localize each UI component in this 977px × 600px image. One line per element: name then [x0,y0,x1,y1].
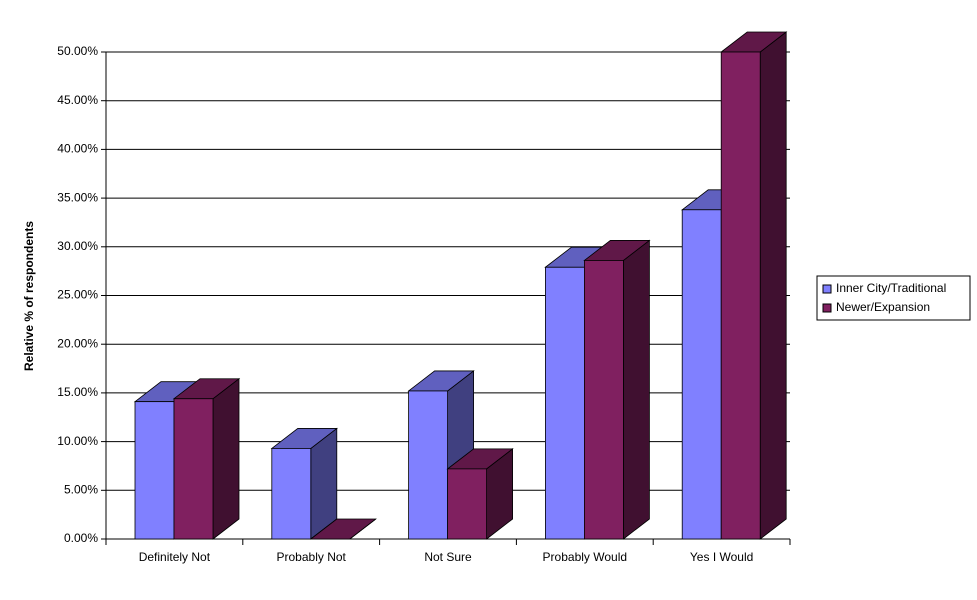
legend-swatch [822,284,832,294]
x-tick-label: Definitely Not [139,550,211,564]
legend-box [816,275,971,321]
bar-front [720,51,761,540]
bar-front [447,468,488,540]
y-tick-label: 30.00% [57,239,98,253]
y-tick-label: 0.00% [64,531,98,545]
bar-side [759,31,787,540]
x-tick-label: Probably Would [543,550,628,564]
y-tick-label: 45.00% [57,93,98,107]
legend-label: Newer/Expansion [836,300,930,314]
bar-top [309,518,377,540]
bar [720,31,788,540]
bar-front [545,266,585,540]
bar [583,239,651,540]
legend-label: Inner City/Traditional [836,281,946,295]
y-tick-label: 20.00% [57,336,98,350]
bar-front [584,260,624,540]
bar [309,518,377,540]
y-axis-title: Relative % of respondents [22,221,36,371]
bar-front [681,209,722,540]
x-tick-label: Yes I Would [690,550,753,564]
y-tick-label: 50.00% [57,44,98,58]
bar-front [173,398,214,540]
bar-side [623,239,650,540]
x-tick-label: Probably Not [277,550,347,564]
y-tick-label: 5.00% [64,482,98,496]
y-tick-label: 15.00% [57,385,98,399]
y-tick-label: 25.00% [57,288,98,302]
y-tick-label: 40.00% [57,142,98,156]
bar [172,377,241,540]
bar-side [212,377,240,540]
bar-front [271,448,312,540]
y-tick-label: 35.00% [57,190,98,204]
legend-swatch [822,303,832,313]
bar-front [408,390,449,540]
bar [270,427,338,540]
x-tick-label: Not Sure [424,550,472,564]
bar-front [134,401,175,540]
bar [446,448,514,540]
y-tick-label: 10.00% [57,434,98,448]
